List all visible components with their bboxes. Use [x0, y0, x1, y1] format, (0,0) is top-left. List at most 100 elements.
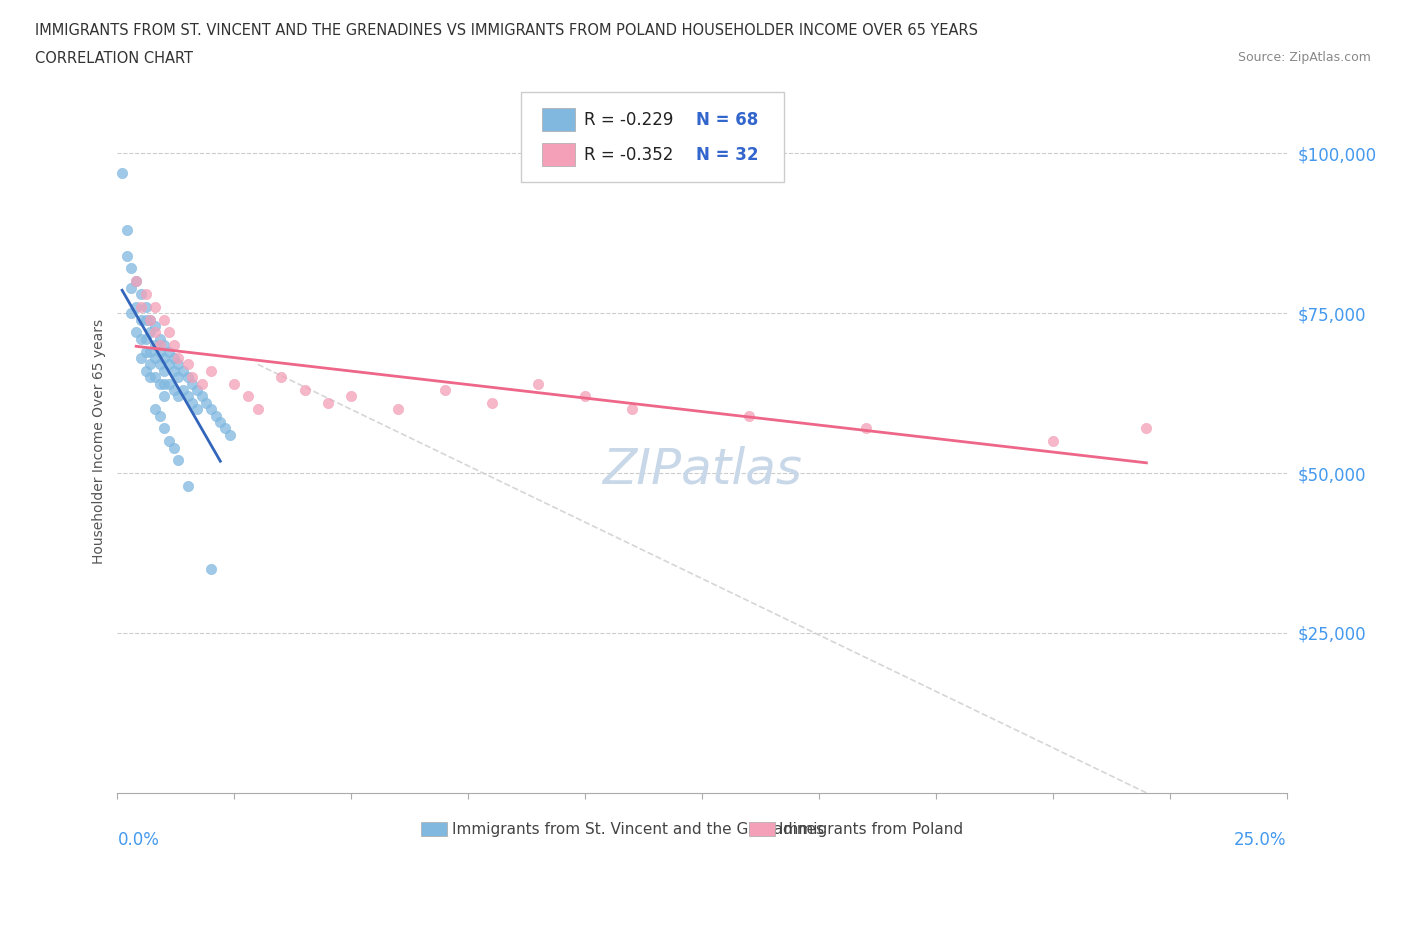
- Point: [148, 357, 170, 372]
- Point: [125, 299, 148, 314]
- Point: [129, 299, 152, 314]
- Point: [855, 421, 877, 436]
- Point: [139, 312, 162, 327]
- Point: [143, 299, 166, 314]
- Point: [433, 382, 456, 397]
- Point: [143, 319, 166, 334]
- Point: [129, 331, 152, 346]
- Point: [153, 364, 176, 379]
- FancyBboxPatch shape: [541, 143, 575, 166]
- Point: [125, 325, 148, 339]
- Point: [139, 370, 162, 385]
- Point: [162, 440, 184, 455]
- Point: [111, 166, 134, 180]
- Point: [527, 376, 550, 391]
- Point: [195, 395, 218, 410]
- Point: [246, 402, 269, 417]
- FancyBboxPatch shape: [422, 822, 447, 836]
- Point: [134, 286, 156, 301]
- Point: [1042, 433, 1064, 448]
- Point: [224, 376, 246, 391]
- Point: [162, 382, 184, 397]
- Point: [157, 325, 180, 339]
- Point: [139, 357, 162, 372]
- Point: [162, 338, 184, 352]
- Point: [157, 433, 180, 448]
- Point: [134, 331, 156, 346]
- Point: [134, 344, 156, 359]
- Point: [209, 415, 232, 430]
- Point: [134, 312, 156, 327]
- Text: ZIPatlas: ZIPatlas: [602, 445, 801, 493]
- Point: [176, 478, 198, 493]
- Text: Source: ZipAtlas.com: Source: ZipAtlas.com: [1237, 51, 1371, 64]
- Point: [176, 389, 198, 404]
- Point: [148, 338, 170, 352]
- Point: [125, 273, 148, 288]
- Point: [167, 370, 190, 385]
- Point: [167, 351, 190, 365]
- Point: [1135, 421, 1157, 436]
- FancyBboxPatch shape: [541, 109, 575, 131]
- Point: [153, 389, 176, 404]
- Point: [167, 357, 190, 372]
- Point: [143, 402, 166, 417]
- Point: [139, 325, 162, 339]
- Point: [167, 389, 190, 404]
- Point: [121, 306, 143, 321]
- Text: R = -0.352: R = -0.352: [583, 146, 673, 164]
- Text: Immigrants from Poland: Immigrants from Poland: [779, 822, 963, 837]
- Point: [129, 351, 152, 365]
- Point: [157, 357, 180, 372]
- Point: [148, 331, 170, 346]
- Point: [574, 389, 596, 404]
- Point: [143, 370, 166, 385]
- Point: [316, 395, 339, 410]
- Point: [186, 382, 208, 397]
- Point: [139, 344, 162, 359]
- Point: [134, 364, 156, 379]
- Point: [143, 338, 166, 352]
- Point: [134, 299, 156, 314]
- FancyBboxPatch shape: [749, 822, 775, 836]
- Point: [143, 325, 166, 339]
- Text: CORRELATION CHART: CORRELATION CHART: [35, 51, 193, 66]
- Point: [176, 357, 198, 372]
- Point: [181, 370, 204, 385]
- Point: [129, 312, 152, 327]
- Point: [200, 402, 222, 417]
- Point: [115, 248, 138, 263]
- Point: [481, 395, 503, 410]
- Point: [294, 382, 316, 397]
- Point: [200, 364, 222, 379]
- Text: Immigrants from St. Vincent and the Grenadines: Immigrants from St. Vincent and the Gren…: [451, 822, 824, 837]
- Point: [270, 370, 292, 385]
- Point: [153, 351, 176, 365]
- Point: [181, 376, 204, 391]
- Text: IMMIGRANTS FROM ST. VINCENT AND THE GRENADINES VS IMMIGRANTS FROM POLAND HOUSEHO: IMMIGRANTS FROM ST. VINCENT AND THE GREN…: [35, 23, 979, 38]
- Point: [121, 261, 143, 276]
- Text: N = 32: N = 32: [696, 146, 759, 164]
- Text: 0.0%: 0.0%: [118, 831, 159, 849]
- Point: [129, 286, 152, 301]
- Point: [157, 344, 180, 359]
- Point: [620, 402, 643, 417]
- Point: [143, 351, 166, 365]
- Point: [148, 344, 170, 359]
- Point: [125, 273, 148, 288]
- Point: [139, 312, 162, 327]
- Point: [153, 312, 176, 327]
- Point: [190, 389, 212, 404]
- Point: [387, 402, 409, 417]
- Point: [214, 421, 236, 436]
- Text: N = 68: N = 68: [696, 111, 758, 128]
- Point: [738, 408, 761, 423]
- Text: 25.0%: 25.0%: [1234, 831, 1286, 849]
- Point: [121, 280, 143, 295]
- Point: [162, 351, 184, 365]
- Point: [186, 402, 208, 417]
- Point: [157, 376, 180, 391]
- Point: [153, 338, 176, 352]
- Point: [167, 453, 190, 468]
- Point: [190, 376, 212, 391]
